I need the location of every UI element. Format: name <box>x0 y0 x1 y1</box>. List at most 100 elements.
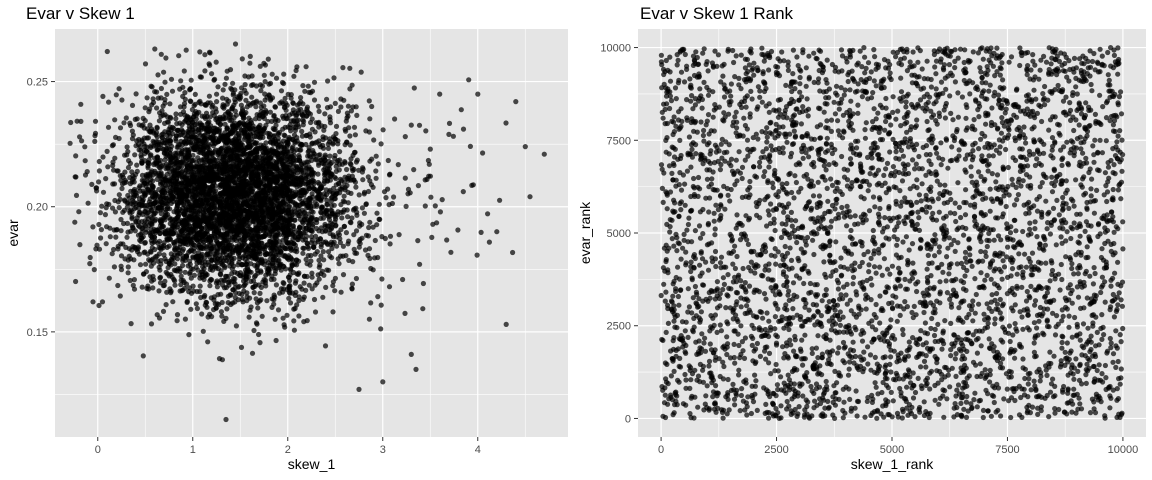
data-point <box>295 110 301 116</box>
data-point <box>156 173 163 179</box>
data-point <box>203 102 209 108</box>
data-point <box>249 188 256 195</box>
data-point <box>136 251 142 257</box>
data-point <box>411 167 417 173</box>
data-point <box>257 122 263 128</box>
data-point <box>303 64 309 70</box>
data-point <box>263 214 270 220</box>
data-point <box>201 294 207 300</box>
data-point <box>232 136 238 142</box>
data-point <box>351 124 358 130</box>
data-point <box>285 139 291 146</box>
data-point <box>233 238 239 244</box>
data-point <box>209 140 215 147</box>
data-point <box>247 53 253 60</box>
data-point <box>232 108 238 114</box>
data-point <box>162 157 168 163</box>
data-point <box>213 59 219 65</box>
data-point <box>343 230 349 236</box>
data-point <box>167 189 173 195</box>
data-point <box>96 168 102 174</box>
data-point <box>253 146 259 152</box>
data-point <box>302 109 308 115</box>
data-point <box>354 250 360 256</box>
data-point <box>271 112 277 119</box>
data-point <box>311 296 318 303</box>
data-point <box>128 321 134 327</box>
data-point <box>336 261 342 267</box>
data-point <box>283 116 289 122</box>
data-point <box>199 122 205 128</box>
data-point <box>332 136 338 142</box>
data-point <box>246 217 252 223</box>
data-point <box>178 159 184 165</box>
data-point <box>92 133 98 139</box>
data-point <box>96 179 102 185</box>
data-point <box>375 161 381 167</box>
data-point <box>411 85 417 91</box>
data-point <box>261 60 267 66</box>
data-point <box>284 235 290 241</box>
data-point <box>106 99 112 105</box>
data-point <box>103 205 109 211</box>
data-point <box>375 294 381 300</box>
data-point <box>344 207 350 213</box>
data-point <box>337 149 343 155</box>
data-point <box>238 157 244 163</box>
data-point <box>290 160 297 166</box>
data-point <box>147 205 153 211</box>
data-point <box>235 284 241 290</box>
data-point <box>395 162 401 168</box>
data-point <box>293 125 299 131</box>
data-point <box>139 284 145 290</box>
data-point <box>378 141 384 147</box>
data-point <box>359 205 365 211</box>
data-point <box>100 189 107 195</box>
data-point <box>353 275 359 282</box>
data-point <box>231 123 237 129</box>
data-point <box>211 307 217 313</box>
data-point <box>267 256 273 262</box>
data-point <box>322 165 328 172</box>
data-point <box>266 93 272 99</box>
data-point <box>328 220 334 226</box>
data-point <box>214 99 220 105</box>
data-point <box>151 210 157 217</box>
data-point <box>332 155 338 161</box>
data-point <box>338 253 344 259</box>
data-point <box>249 73 255 79</box>
data-point <box>354 157 360 163</box>
data-point <box>159 189 165 195</box>
data-point <box>221 277 227 283</box>
data-point <box>385 157 391 164</box>
data-point <box>385 186 391 192</box>
data-point <box>343 253 349 259</box>
data-point <box>182 90 188 96</box>
data-point <box>336 180 342 186</box>
data-point <box>154 134 160 140</box>
data-point <box>467 143 473 149</box>
data-point <box>417 261 423 267</box>
data-point <box>276 244 282 250</box>
data-point <box>311 79 318 85</box>
data-point <box>264 298 270 304</box>
data-point <box>196 126 202 132</box>
data-point <box>164 114 171 120</box>
data-point <box>121 220 127 227</box>
data-point <box>295 237 301 243</box>
data-point <box>247 143 253 149</box>
data-point <box>174 318 180 324</box>
data-point <box>134 162 140 168</box>
data-point <box>310 221 316 227</box>
data-point <box>368 300 374 306</box>
data-point <box>407 190 413 196</box>
data-point <box>264 155 270 161</box>
data-point <box>324 267 330 273</box>
data-point <box>309 140 315 146</box>
data-point <box>426 161 432 167</box>
data-point <box>245 168 251 174</box>
data-point <box>232 269 238 275</box>
data-point <box>307 131 313 137</box>
data-point <box>273 282 279 288</box>
data-point <box>119 97 125 103</box>
